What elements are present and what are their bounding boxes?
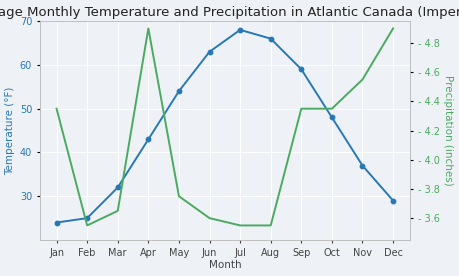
Y-axis label: Precipitation (inches): Precipitation (inches) [443, 75, 453, 186]
X-axis label: Month: Month [208, 261, 241, 270]
Y-axis label: Temperature (°F): Temperature (°F) [6, 86, 16, 175]
Title: Average Monthly Temperature and Precipitation in Atlantic Canada (Imperial): Average Monthly Temperature and Precipit… [0, 6, 459, 18]
